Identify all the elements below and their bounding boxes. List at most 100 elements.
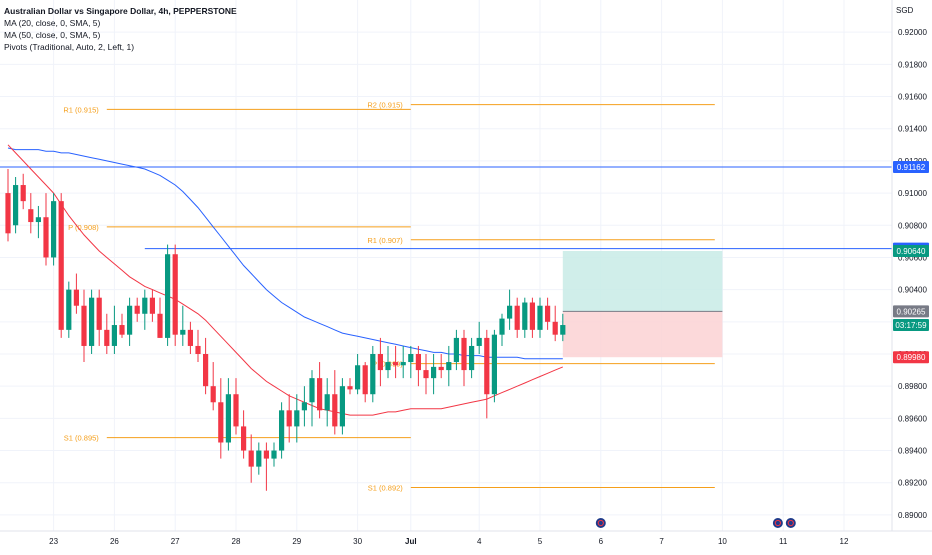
candle[interactable] (309, 370, 315, 427)
candle[interactable] (408, 345, 414, 379)
candle[interactable] (134, 297, 140, 322)
economic-event-flag-icon[interactable] (784, 517, 797, 529)
candle[interactable] (453, 329, 459, 371)
candle[interactable] (5, 168, 11, 242)
candle[interactable] (537, 297, 543, 338)
candle[interactable] (286, 394, 292, 443)
candle[interactable] (51, 193, 57, 266)
candle[interactable] (218, 378, 224, 459)
price-badge-label: 0.91162 (897, 163, 926, 172)
candle[interactable] (81, 289, 87, 363)
candle-body (438, 366, 444, 371)
candle-body (233, 394, 239, 427)
candle[interactable] (187, 321, 193, 354)
candle[interactable] (43, 193, 49, 266)
ma20-line[interactable] (7, 144, 563, 416)
candle[interactable] (73, 273, 79, 314)
candle[interactable] (241, 410, 247, 459)
candle-body (294, 410, 300, 427)
candle[interactable] (149, 289, 155, 322)
candle[interactable] (317, 362, 323, 419)
candle[interactable] (438, 354, 444, 379)
candle[interactable] (58, 193, 64, 338)
candle[interactable] (104, 313, 110, 354)
candle[interactable] (89, 289, 95, 354)
candle[interactable] (393, 345, 399, 379)
candle[interactable] (301, 386, 307, 427)
candle[interactable] (339, 378, 345, 435)
candle[interactable] (195, 329, 201, 363)
indicator-pivots-label[interactable]: Pivots (Traditional, Auto, 2, Left, 1) (4, 42, 135, 52)
y-tick-label: 0.91400 (898, 125, 927, 134)
candle[interactable] (248, 434, 254, 483)
candle[interactable] (347, 378, 353, 395)
candle-body (453, 337, 459, 363)
candle[interactable] (446, 345, 452, 387)
candle[interactable] (514, 297, 520, 338)
candle[interactable] (484, 329, 490, 419)
candle[interactable] (210, 362, 216, 411)
candle[interactable] (96, 289, 102, 346)
candle[interactable] (522, 297, 528, 338)
candle[interactable] (279, 402, 285, 459)
candle[interactable] (461, 329, 467, 387)
candle[interactable] (233, 378, 239, 435)
candle[interactable] (415, 345, 421, 387)
candle[interactable] (469, 337, 475, 379)
candle[interactable] (324, 378, 330, 427)
economic-event-flag-icon[interactable] (594, 517, 607, 529)
candle[interactable] (423, 354, 429, 395)
candle[interactable] (20, 173, 26, 210)
candle[interactable] (111, 305, 117, 354)
candle-body (172, 254, 178, 335)
candle[interactable] (271, 442, 277, 467)
candle[interactable] (142, 289, 148, 330)
candle[interactable] (400, 345, 406, 379)
candle[interactable] (172, 244, 178, 346)
candle[interactable] (127, 297, 133, 346)
candle-body (5, 193, 11, 234)
candle[interactable] (491, 329, 497, 403)
candle[interactable] (294, 394, 300, 443)
candle[interactable] (28, 193, 34, 234)
candle[interactable] (545, 297, 551, 330)
candle[interactable] (225, 378, 231, 451)
indicator-ma50-label[interactable]: MA (50, close, 0, SMA, 5) (4, 30, 101, 40)
target-zone[interactable] (562, 251, 723, 312)
candle[interactable] (507, 289, 513, 330)
candle[interactable] (529, 297, 535, 338)
candle[interactable] (431, 354, 437, 395)
candle[interactable] (332, 370, 338, 435)
stop-zone[interactable] (562, 311, 723, 358)
indicator-ma20-label[interactable]: MA (20, close, 0, SMA, 5) (4, 18, 101, 28)
candle[interactable] (180, 305, 186, 346)
candle[interactable] (66, 281, 72, 338)
candle[interactable] (203, 337, 209, 395)
candle[interactable] (35, 205, 41, 239)
candle[interactable] (157, 297, 163, 338)
candle[interactable] (165, 244, 171, 346)
candle[interactable] (256, 442, 262, 475)
candle[interactable] (560, 313, 566, 342)
candle[interactable] (552, 305, 558, 342)
economic-event-flag-icon[interactable] (771, 517, 784, 529)
candle[interactable] (370, 345, 376, 403)
price-badge-bg (893, 319, 929, 332)
candle[interactable] (385, 345, 391, 379)
candle-body (134, 305, 140, 314)
candle[interactable] (476, 321, 482, 354)
candle[interactable] (13, 177, 19, 234)
candle[interactable] (499, 313, 505, 346)
candle[interactable] (377, 337, 383, 387)
candle-body (393, 362, 399, 366)
price-badge: 0.90265 (893, 305, 929, 318)
candle[interactable] (119, 313, 125, 338)
candle[interactable] (355, 354, 361, 395)
candle[interactable] (263, 442, 269, 491)
x-tick-label: 23 (49, 537, 58, 546)
candle[interactable] (362, 362, 368, 403)
y-tick-label: 0.91600 (898, 93, 927, 102)
pivot-label: S1 (0.892) (368, 484, 404, 493)
